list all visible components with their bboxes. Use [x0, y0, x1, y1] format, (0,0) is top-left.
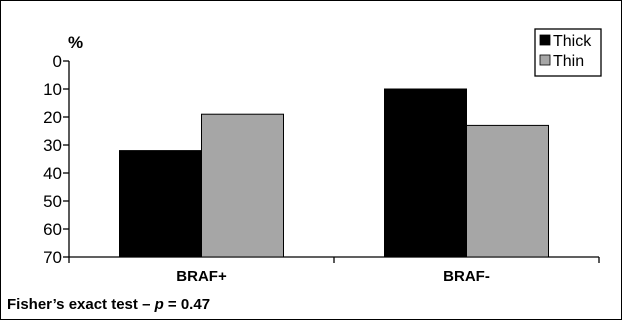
bar-thick-braf	[119, 150, 202, 258]
footnote-p-symbol: p	[154, 296, 164, 313]
statistical-test-note: Fisher’s exact test – p = 0.47	[7, 296, 210, 313]
legend: Thick Thin	[534, 28, 602, 77]
legend-label-thin: Thin	[553, 53, 584, 70]
footnote-suffix: = 0.47	[163, 296, 211, 313]
legend-swatch-thick	[539, 34, 551, 46]
y-tick-label: 0	[53, 52, 62, 71]
bar-thick-braf	[384, 88, 467, 258]
category-labels: BRAF+ BRAF-	[176, 268, 490, 285]
y-tick-label: 50	[43, 192, 62, 211]
bar-thin-braf	[466, 124, 549, 258]
legend-label-thick: Thick	[553, 33, 592, 50]
bar-chart: % 0 10 20 30 40 50 60 70 BRAF+ BRAF- Thick Thin	[43, 28, 602, 285]
bars	[119, 88, 549, 258]
x-category-label: BRAF+	[176, 268, 227, 285]
x-category-label: BRAF-	[443, 268, 490, 285]
y-axis-label: %	[68, 33, 83, 52]
y-tick-label: 30	[43, 136, 62, 155]
y-tick-label: 60	[43, 220, 62, 239]
legend-swatch-thin	[539, 54, 551, 66]
y-ticks: 0 10 20 30 40 50 60 70	[43, 52, 69, 267]
y-tick-label: 10	[43, 80, 62, 99]
bar-thin-braf	[201, 113, 284, 258]
y-tick-label: 70	[43, 248, 62, 267]
y-tick-label: 40	[43, 164, 62, 183]
y-tick-label: 20	[43, 108, 62, 127]
footnote-prefix: Fisher’s exact test –	[7, 296, 155, 313]
